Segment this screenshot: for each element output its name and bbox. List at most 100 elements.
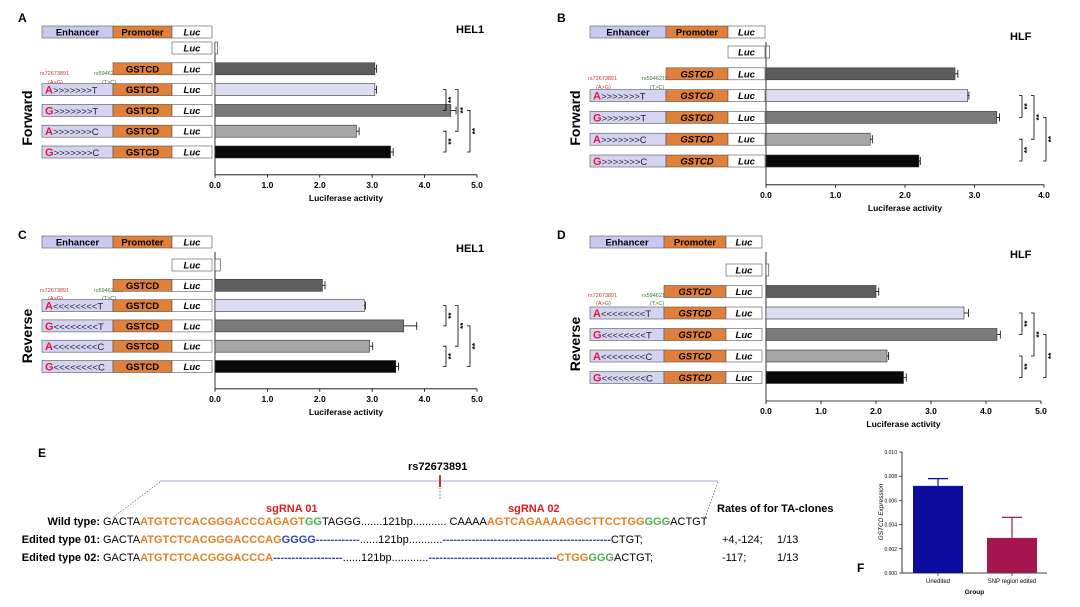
- snp1-allele: (A>G): [596, 85, 611, 91]
- gstcd-label: GSTCD: [678, 352, 711, 363]
- x-tick-label: 1.0: [261, 180, 273, 190]
- luc-box: [725, 285, 763, 298]
- sig-bracket: [467, 325, 471, 367]
- luc-box: [171, 41, 213, 55]
- y-tick-label: 0.000: [884, 571, 897, 577]
- x-tick-label: 4.0: [980, 406, 992, 416]
- snp2-allele: (T>C): [102, 296, 116, 302]
- gstcd-label: GSTCD: [126, 85, 159, 96]
- chart-title: HEL1: [456, 24, 484, 36]
- luc-label: Luc: [184, 362, 202, 373]
- sequence-segment: GG: [304, 516, 322, 528]
- snp2-label: rs59462153: [94, 71, 123, 77]
- sig-bracket: [443, 130, 447, 153]
- luc-label: Luc: [184, 281, 202, 292]
- x-tick-label: 2.0: [314, 180, 326, 190]
- luc-label: Luc: [736, 352, 754, 363]
- x-tick-label: Unedited: [926, 579, 950, 585]
- bar: [214, 104, 452, 117]
- gstcd-label: GSTCD: [680, 91, 713, 102]
- x-tick-label: 0.0: [760, 406, 772, 416]
- snp2-allele: (T>C): [650, 85, 664, 91]
- luc-box: [725, 349, 763, 363]
- rates-header: Rates of for TA-clones: [717, 503, 834, 515]
- luc-box: [727, 45, 766, 59]
- bar: [765, 349, 888, 363]
- gstcd-label: GSTCD: [126, 362, 159, 373]
- luc-label: Luc: [184, 148, 202, 159]
- luc-label: Luc: [738, 48, 756, 59]
- luc-label: Luc: [736, 238, 754, 249]
- luc-box: [727, 154, 766, 168]
- snp2-label: rs59462153: [94, 288, 123, 294]
- variant-label: G<<<<<<<<T: [593, 330, 652, 342]
- sequence-text: GACTAATGTCTCACGGGACCCAGAGTGGTAGGG.......…: [103, 516, 707, 528]
- variant-label: G>>>>>>>C: [593, 156, 647, 168]
- variant-label: A>>>>>>>C: [45, 126, 99, 138]
- gstcd-label: GSTCD: [126, 342, 159, 353]
- promoter-label: Promoter: [676, 28, 719, 39]
- sequence-segment: ......121bp...........: [359, 534, 443, 546]
- luc-box: [725, 235, 763, 249]
- bar: [214, 360, 397, 373]
- zoom-line: [704, 481, 719, 519]
- bar: [214, 299, 365, 312]
- variant-label: A<<<<<<<<C: [593, 351, 652, 363]
- luc-label: Luc: [184, 261, 202, 272]
- gstcd-label: GSTCD: [126, 281, 159, 292]
- luc-label: Luc: [738, 91, 756, 102]
- sequence-row-name: Edited type 02:: [21, 552, 100, 564]
- sequence-segment: ACTGT;: [613, 552, 654, 564]
- luc-label: Luc: [184, 238, 202, 249]
- sequence-segment: -------------------: [273, 552, 343, 564]
- sig-mark: **: [1047, 352, 1056, 359]
- luc-box: [171, 235, 213, 249]
- gstcd-label: GSTCD: [126, 106, 159, 117]
- panel-A: A HEL1 Forward Enhancer Promoter Luc rs7267389…: [18, 11, 484, 203]
- sequence-text: GACTAATGTCTCACGGGACCCAGGGGG------------.…: [103, 534, 643, 546]
- bar: [765, 132, 871, 146]
- sig-mark: **: [1023, 320, 1032, 327]
- sig-mark: **: [459, 322, 468, 329]
- gstcd-label: GSTCD: [680, 135, 713, 146]
- snp1-label: rs72673891: [588, 76, 617, 82]
- luc-label: Luc: [184, 85, 202, 96]
- panel-letter: B: [557, 11, 566, 25]
- luc-box: [171, 299, 213, 312]
- luc-box: [171, 25, 213, 39]
- x-axis-label: Luciferase activity: [866, 419, 940, 429]
- y-tick-label: 0.004: [884, 523, 897, 529]
- sequence-segment: CTGT;: [610, 534, 643, 546]
- snp2-label: rs59462153: [642, 293, 671, 299]
- panel-e-label: E: [38, 446, 47, 460]
- sequence-text: GACTAATGTCTCACGGGACCCA------------------…: [103, 552, 653, 564]
- promoter-label: Promoter: [674, 238, 717, 249]
- luc-label: Luc: [738, 157, 756, 168]
- sig-mark: **: [447, 352, 456, 359]
- sequence-segment: -----------------------------------: [428, 552, 557, 564]
- x-tick-label: 2.0: [870, 406, 882, 416]
- luc-box: [171, 62, 213, 76]
- luc-label: Luc: [184, 342, 202, 353]
- panel-C: C HEL1 Reverse Enhancer Promoter Luc rs7267389…: [18, 228, 484, 417]
- sig-bracket: [1031, 95, 1035, 140]
- variant-label: G>>>>>>>T: [593, 112, 646, 124]
- sequence-segment: ATGTCTCACGGGACCCAGAGT: [140, 516, 305, 528]
- luc-box: [727, 67, 766, 81]
- sig-mark: **: [1035, 113, 1044, 120]
- sig-bracket: [1043, 334, 1047, 378]
- variant-label: A>>>>>>>C: [593, 134, 647, 146]
- x-tick-label: 3.0: [366, 180, 378, 190]
- snp-label: rs72673891: [408, 461, 468, 473]
- x-tick-label: 1.0: [815, 406, 827, 416]
- variant-label: G>>>>>>>C: [45, 147, 99, 159]
- sig-bracket: [443, 305, 447, 327]
- x-tick-label: 4.0: [419, 180, 431, 190]
- luc-box: [727, 132, 766, 146]
- snp1-label: rs72673891: [588, 293, 617, 299]
- luc-label: Luc: [736, 309, 754, 320]
- x-tick-label: 3.0: [925, 406, 937, 416]
- luc-box: [171, 124, 213, 138]
- bar: [765, 328, 998, 341]
- luc-label: Luc: [736, 373, 754, 384]
